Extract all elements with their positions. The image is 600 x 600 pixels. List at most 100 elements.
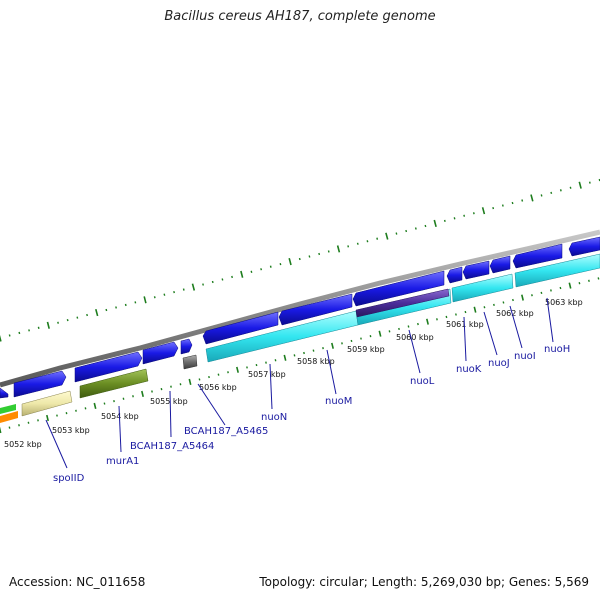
gene-label-nuok[interactable]: nuoK	[456, 364, 482, 375]
ruler-tick	[472, 212, 475, 215]
ruler-tick	[559, 286, 562, 290]
gene-label-nuon[interactable]: nuoN	[261, 412, 287, 423]
ruler-tick	[588, 181, 591, 184]
ruler-tick	[550, 191, 553, 194]
gene-feature[interactable]	[512, 243, 563, 269]
gene-feature[interactable]	[202, 311, 279, 345]
gene-feature[interactable]	[13, 370, 67, 398]
gene-feature[interactable]	[352, 270, 445, 307]
ruler-tick	[318, 252, 321, 256]
outer-tick-ring	[0, 178, 600, 342]
gene-feature[interactable]	[355, 288, 450, 318]
gene-feature[interactable]	[489, 255, 511, 274]
ruler-tick	[463, 214, 466, 217]
ruler-tick	[327, 250, 330, 253]
gene-label-nuoh[interactable]: nuoH	[544, 344, 570, 355]
ruler-tick	[540, 291, 543, 294]
gene-feature[interactable]	[462, 260, 490, 280]
ruler-tick	[46, 321, 50, 329]
ruler-tick	[288, 257, 292, 266]
gene-label-nuoi[interactable]: nuoI	[514, 351, 536, 362]
ruler-tick	[163, 293, 166, 296]
ruler-tick	[141, 390, 144, 397]
ruler-tick	[202, 283, 204, 286]
gene-labels: spoIID murA1 BCAH187_A5464 BCAH187_A5465…	[53, 344, 570, 484]
ruler-tick	[502, 301, 505, 304]
ruler-tick	[378, 330, 382, 337]
gene-feature[interactable]	[21, 390, 73, 417]
ruler-tick	[540, 194, 543, 197]
ruler-tick	[530, 194, 534, 202]
ruler-tick	[143, 296, 147, 304]
ruler-tick	[18, 331, 21, 335]
ruler-tick	[236, 366, 239, 373]
ruler-tick	[417, 322, 419, 326]
ruler-tick	[331, 342, 334, 349]
ruler-tick	[405, 229, 408, 233]
ruler-tick	[221, 278, 224, 281]
kbp-label: 5059 kbp	[347, 345, 385, 354]
ruler-tick	[597, 277, 600, 280]
ruler-tick	[347, 245, 350, 248]
ruler-tick	[279, 263, 282, 266]
ruler-tick	[453, 217, 456, 220]
kbp-label: 5052 kbp	[4, 440, 42, 449]
gene-feature[interactable]	[142, 341, 179, 365]
gene-feature[interactable]	[180, 338, 193, 355]
ruler-tick	[134, 301, 137, 304]
ruler-tick	[501, 204, 504, 207]
ruler-tick	[578, 282, 581, 285]
ruler-tick	[173, 291, 175, 294]
ruler-tick	[376, 237, 379, 240]
ruler-tick	[57, 321, 59, 324]
kbp-label: 5057 kbp	[248, 370, 286, 379]
gene-label-bcah187-a5464[interactable]: BCAH187_A5464	[130, 441, 214, 452]
gene-label-bcah187-a5465[interactable]: BCAH187_A5465	[184, 426, 268, 437]
topology-summary: Topology: circular; Length: 5,269,030 bp…	[259, 575, 589, 589]
ruler-tick	[95, 308, 99, 317]
ruler-tick	[231, 275, 233, 279]
gene-feature[interactable]	[568, 236, 600, 257]
ruler-tick	[424, 224, 427, 228]
gene-feature[interactable]	[0, 411, 18, 423]
ruler-tick	[492, 207, 495, 210]
ruler-tick	[298, 257, 301, 261]
ruler-tick	[269, 265, 272, 268]
gene-label-nuom[interactable]: nuoM	[325, 396, 352, 407]
ruler-tick	[191, 283, 196, 291]
gene-label-nuol[interactable]: nuoL	[410, 376, 435, 387]
ruler-tick	[521, 199, 524, 202]
ruler-tick	[250, 270, 253, 273]
gene-label-mura1[interactable]: murA1	[106, 456, 139, 467]
gene-feature[interactable]	[514, 253, 600, 288]
ruler-tick	[512, 298, 514, 302]
gene-label-lines	[45, 297, 554, 469]
ruler-tick	[464, 310, 467, 314]
gene-feature[interactable]	[74, 351, 143, 383]
ruler-tick	[550, 289, 552, 292]
ruler-tick	[356, 242, 359, 245]
gene-feature[interactable]	[278, 293, 353, 326]
gene-feature[interactable]	[446, 266, 463, 284]
gene-label-nuoj[interactable]: nuoJ	[488, 358, 510, 369]
ruler-tick	[46, 414, 49, 422]
ruler-tick	[445, 315, 448, 319]
ruler-tick	[443, 219, 446, 222]
ruler-tick	[455, 313, 457, 316]
ruler-tick	[426, 318, 429, 325]
ruler-tick	[182, 288, 185, 291]
gene-feature[interactable]	[0, 387, 9, 399]
ruler-tick	[308, 255, 311, 258]
ruler-tick	[436, 318, 438, 321]
gene-feature[interactable]	[451, 273, 514, 303]
ruler-tick	[414, 227, 417, 230]
ruler-tick	[588, 279, 590, 282]
kbp-label: 5063 kbp	[545, 298, 583, 307]
ruler-tick	[531, 294, 533, 297]
gene-feature[interactable]	[0, 404, 16, 414]
ruler-tick	[124, 303, 127, 307]
ruler-tick	[260, 268, 263, 271]
gene-label-spoiid[interactable]: spoIID	[53, 473, 85, 484]
gene-feature[interactable]	[79, 368, 149, 399]
gene-feature[interactable]	[182, 354, 198, 370]
